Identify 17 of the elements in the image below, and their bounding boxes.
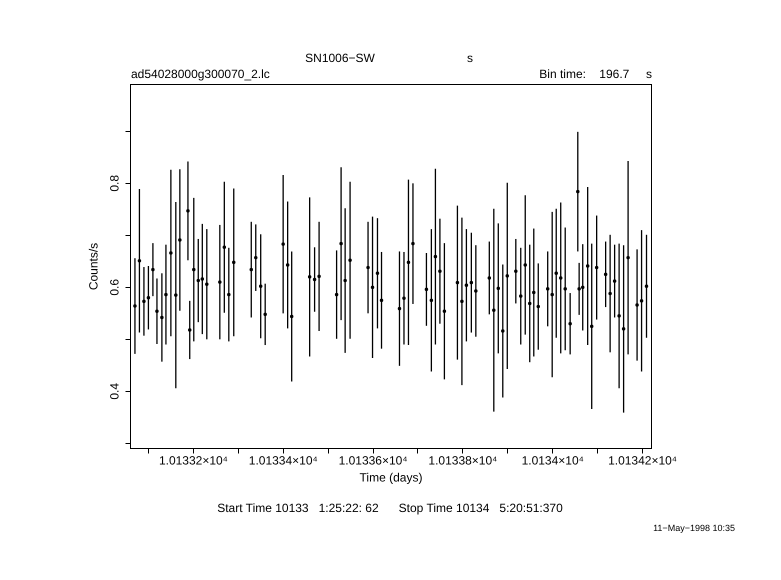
x-tick-label: 1.01342×10⁴ [608,454,677,468]
x-axis-title: Time (days) [360,470,422,484]
y-axis-title: Counts/s [86,242,100,290]
y-tick-label: 0.6 [108,278,122,296]
text: 11−May−1998 10:35 [653,522,735,535]
x-tick-label: 1.01338×10⁴ [428,454,498,468]
y-tick-label: 0.4 [108,382,122,400]
x-tick-label: 1.0134×10⁴ [522,454,584,468]
x-tick-label: 1.01336×10⁴ [338,454,408,468]
text: s [467,51,473,65]
text: Bin time: 196.7 s [539,67,652,81]
x-tick-label: 1.01332×10⁴ [158,454,228,468]
y-tick-label: 0.8 [108,174,122,192]
text: Start Time 10133 1:25:22: 62 Stop Time 10134 5:20:51:370 [217,501,563,515]
x-tick-label: 1.01334×10⁴ [248,454,318,468]
chart-title: SN1006−SW [305,51,375,65]
chart-subtitle: ad54028000g300070_2.lc [131,67,270,81]
